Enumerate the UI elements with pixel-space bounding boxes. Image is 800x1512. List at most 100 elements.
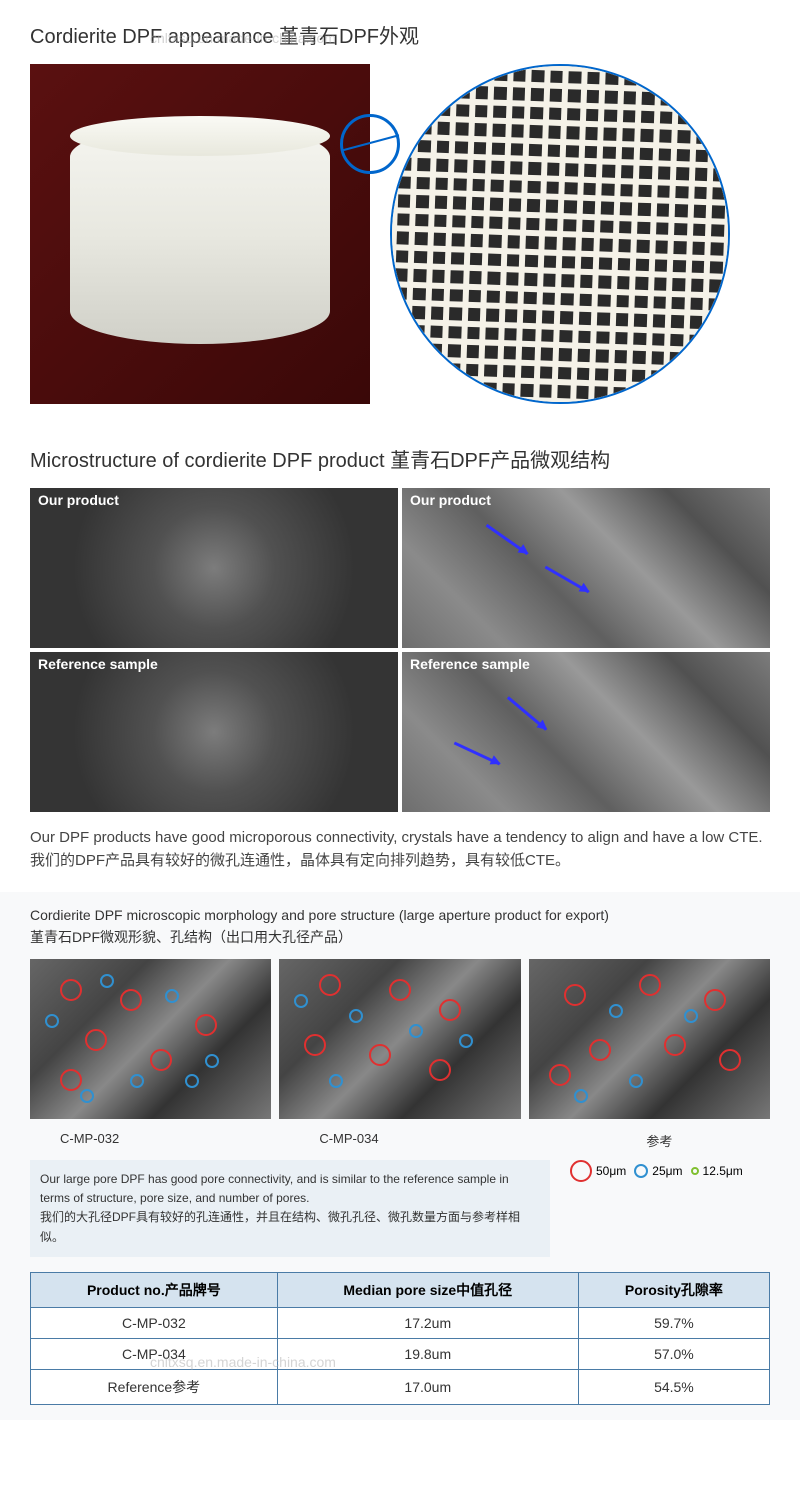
legend-item: 50μm bbox=[570, 1160, 626, 1182]
pore-circle bbox=[329, 1074, 343, 1088]
table-cell: C-MP-034 bbox=[31, 1338, 278, 1369]
sample-labels-row: C-MP-032 C-MP-034 参考 bbox=[30, 1131, 770, 1150]
pore-circle bbox=[429, 1059, 451, 1081]
sem-label: Reference sample bbox=[410, 656, 530, 672]
pore-circle bbox=[349, 1009, 363, 1023]
legend-item: 12.5μm bbox=[691, 1164, 743, 1178]
pore-circle bbox=[389, 979, 411, 1001]
microstructure-section: Microstructure of cordierite DPF product… bbox=[0, 424, 800, 892]
pore-circle bbox=[165, 989, 179, 1003]
table-header: Porosity孔隙率 bbox=[578, 1272, 769, 1307]
table-header: Median pore size中值孔径 bbox=[277, 1272, 578, 1307]
note-cn: 我们的大孔径DPF具有较好的孔连通性，并且在结构、微孔孔径、微孔数量方面与参考样… bbox=[40, 1208, 540, 1246]
pore-circle bbox=[45, 1014, 59, 1028]
morphology-image bbox=[529, 959, 770, 1119]
magnified-view bbox=[390, 64, 730, 404]
pore-circle bbox=[589, 1039, 611, 1061]
pore-legend: 50μm 25μm 12.5μm bbox=[570, 1160, 770, 1182]
pore-circle bbox=[319, 974, 341, 996]
note-legend-row: Our large pore DPF has good pore connect… bbox=[30, 1160, 770, 1257]
pore-circle bbox=[639, 974, 661, 996]
table-row: C-MP-03217.2um59.7% bbox=[31, 1307, 770, 1338]
product-photo bbox=[30, 64, 370, 404]
table-cell: C-MP-032 bbox=[31, 1307, 278, 1338]
morphology-title-en: Cordierite DPF microscopic morphology an… bbox=[30, 907, 770, 923]
pore-circle bbox=[459, 1034, 473, 1048]
note-box: Our large pore DPF has good pore connect… bbox=[30, 1160, 550, 1257]
legend-size: 25μm bbox=[652, 1164, 682, 1178]
sem-label: Our product bbox=[38, 492, 119, 508]
sem-reference-1: Reference sample bbox=[30, 652, 398, 812]
appearance-images bbox=[30, 64, 770, 404]
legend-circle bbox=[634, 1164, 648, 1178]
pore-circle bbox=[704, 989, 726, 1011]
morphology-image bbox=[279, 959, 520, 1119]
pore-circle bbox=[719, 1049, 741, 1071]
microstructure-title: Microstructure of cordierite DPF product… bbox=[30, 444, 770, 473]
legend-item: 25μm bbox=[634, 1164, 682, 1178]
pore-circle bbox=[439, 999, 461, 1021]
table-header: Product no.产品牌号 bbox=[31, 1272, 278, 1307]
pore-circle bbox=[80, 1089, 94, 1103]
sem-our-product-1: Our product bbox=[30, 488, 398, 648]
note-en: Our large pore DPF has good pore connect… bbox=[40, 1170, 540, 1208]
honeycomb-pattern bbox=[390, 64, 730, 404]
pore-circle bbox=[609, 1004, 623, 1018]
arrow-indicator bbox=[454, 742, 501, 766]
table-cell: 54.5% bbox=[578, 1369, 769, 1404]
table-row: C-MP-03419.8um57.0% bbox=[31, 1338, 770, 1369]
legend-circle bbox=[691, 1167, 699, 1175]
sem-label: Reference sample bbox=[38, 656, 158, 672]
pore-circle bbox=[629, 1074, 643, 1088]
microstructure-desc-en: Our DPF products have good microporous c… bbox=[30, 827, 770, 850]
table-cell: Reference参考 bbox=[31, 1369, 278, 1404]
morphology-title-cn: 堇青石DPF微观形貌、孔结构（出口用大孔径产品） bbox=[30, 927, 770, 947]
pore-circle bbox=[574, 1089, 588, 1103]
appearance-section: cnltxsq.en.made-in-china.com Cordierite … bbox=[0, 0, 800, 424]
morphology-images bbox=[30, 959, 770, 1119]
pore-circle bbox=[195, 1014, 217, 1036]
appearance-title: Cordierite DPF appearance 堇青石DPF外观 bbox=[30, 20, 770, 49]
table-row: Reference参考17.0um54.5% bbox=[31, 1369, 770, 1404]
legend-size: 12.5μm bbox=[703, 1164, 743, 1178]
pore-circle bbox=[130, 1074, 144, 1088]
sample-label: C-MP-034 bbox=[289, 1131, 540, 1150]
table-cell: 57.0% bbox=[578, 1338, 769, 1369]
properties-table: Product no.产品牌号Median pore size中值孔径Poros… bbox=[30, 1272, 770, 1405]
arrow-indicator bbox=[507, 696, 547, 730]
sample-label: 参考 bbox=[549, 1131, 770, 1150]
pore-circle bbox=[684, 1009, 698, 1023]
pore-circle bbox=[100, 974, 114, 988]
pore-circle bbox=[150, 1049, 172, 1071]
pore-circle bbox=[205, 1054, 219, 1068]
arrow-indicator bbox=[545, 566, 590, 594]
arrow-indicator bbox=[486, 524, 529, 555]
sem-our-product-2: Our product bbox=[402, 488, 770, 648]
morphology-section: Cordierite DPF microscopic morphology an… bbox=[0, 892, 800, 1420]
sem-image-grid: Our product Our product Reference sample… bbox=[30, 488, 770, 812]
pore-circle bbox=[304, 1034, 326, 1056]
pore-circle bbox=[60, 1069, 82, 1091]
pore-circle bbox=[120, 989, 142, 1011]
table-cell: 17.0um bbox=[277, 1369, 578, 1404]
pore-circle bbox=[294, 994, 308, 1008]
table-cell: 17.2um bbox=[277, 1307, 578, 1338]
table-cell: 59.7% bbox=[578, 1307, 769, 1338]
sem-reference-2: Reference sample bbox=[402, 652, 770, 812]
sample-label: C-MP-032 bbox=[30, 1131, 281, 1150]
pore-circle bbox=[60, 979, 82, 1001]
pore-circle bbox=[85, 1029, 107, 1051]
morphology-image bbox=[30, 959, 271, 1119]
legend-circle bbox=[570, 1160, 592, 1182]
pore-circle bbox=[369, 1044, 391, 1066]
microstructure-desc-cn: 我们的DPF产品具有较好的微孔连通性，晶体具有定向排列趋势，具有较低CTE。 bbox=[30, 850, 770, 873]
table-cell: 19.8um bbox=[277, 1338, 578, 1369]
pore-circle bbox=[409, 1024, 423, 1038]
legend-size: 50μm bbox=[596, 1164, 626, 1178]
pore-circle bbox=[564, 984, 586, 1006]
pore-circle bbox=[549, 1064, 571, 1086]
pore-circle bbox=[664, 1034, 686, 1056]
pore-circle bbox=[185, 1074, 199, 1088]
sem-label: Our product bbox=[410, 492, 491, 508]
cylinder-shape bbox=[70, 124, 330, 344]
